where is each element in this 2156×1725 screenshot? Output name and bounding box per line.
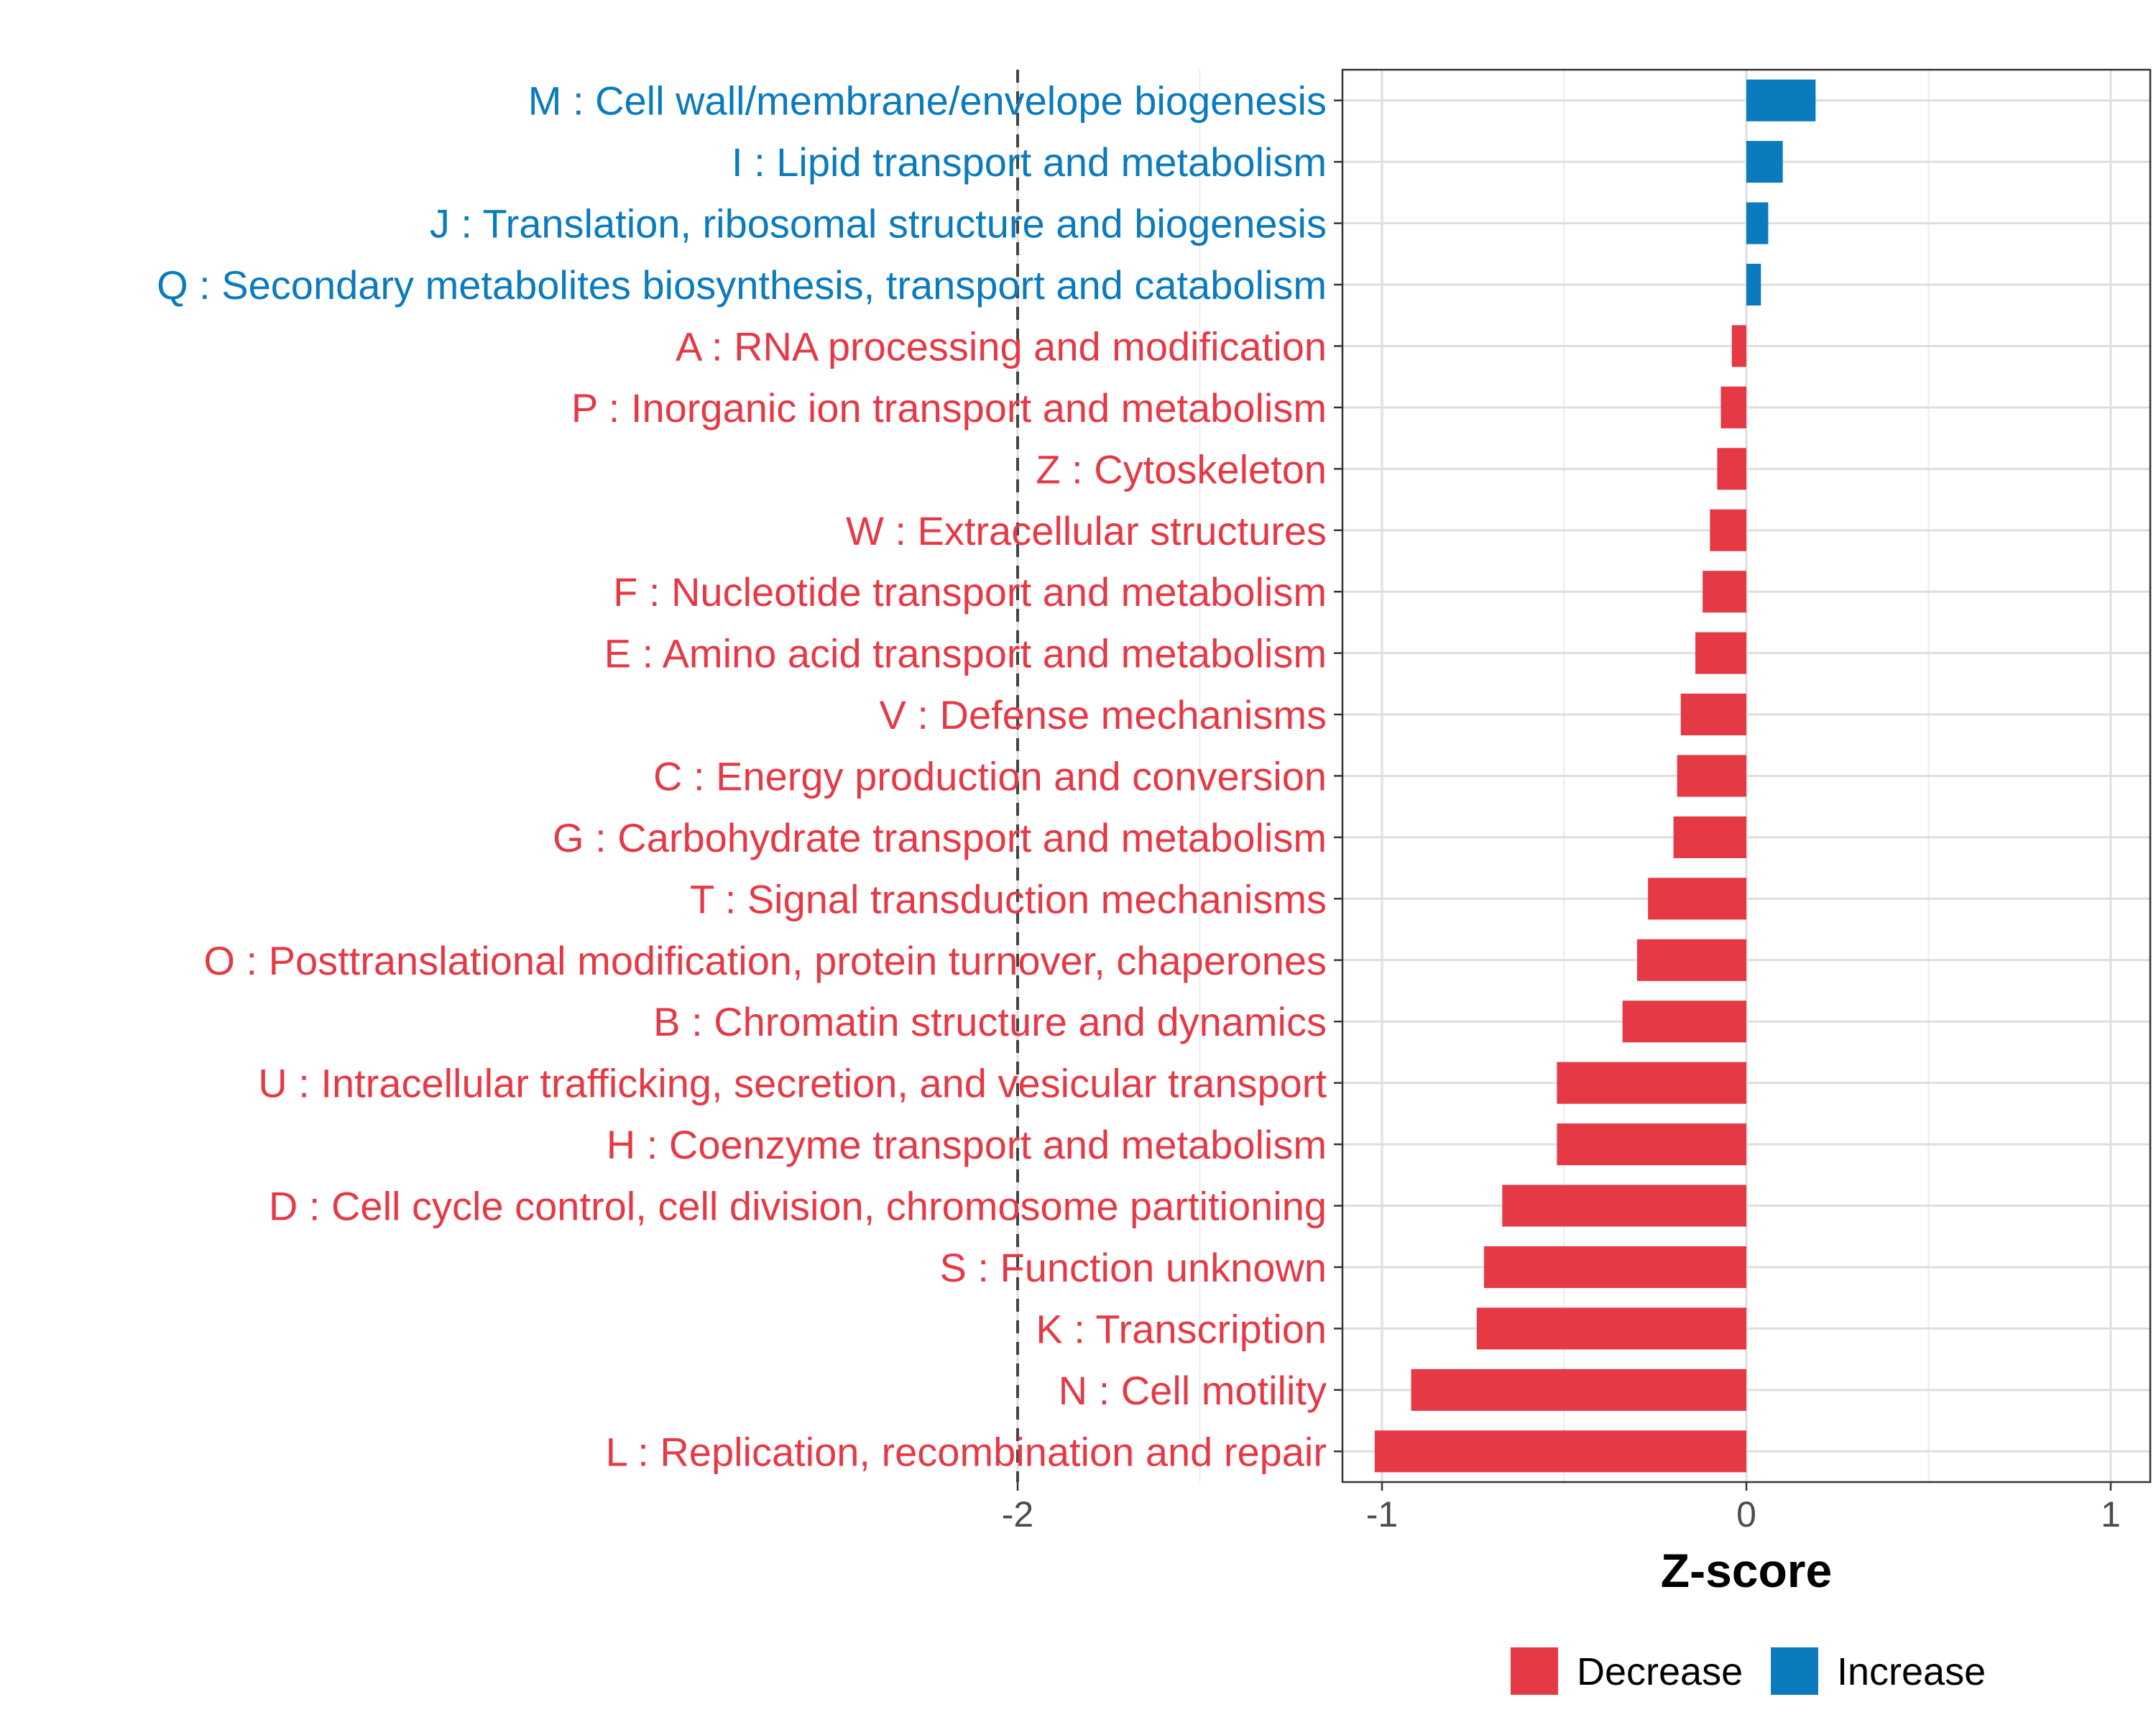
- category-label: J : Translation, ribosomal structure and…: [430, 201, 1327, 247]
- bar: [1374, 1430, 1746, 1473]
- bar: [1717, 448, 1746, 490]
- category-label: V : Defense mechanisms: [880, 692, 1327, 737]
- y-ticks: [1334, 99, 1342, 1453]
- bar: [1710, 509, 1746, 551]
- category-label: D : Cell cycle control, cell division, c…: [269, 1184, 1327, 1229]
- category-label: L : Replication, recombination and repai…: [606, 1429, 1327, 1474]
- bar: [1746, 202, 1769, 244]
- category-label: F : Nucleotide transport and metabolism: [613, 569, 1327, 615]
- bar: [1703, 571, 1746, 613]
- bar: [1746, 263, 1761, 306]
- category-label: O : Posttranslational modification, prot…: [203, 938, 1327, 983]
- x-labels: -2-1012: [1002, 1494, 2121, 1535]
- legend: Decrease Increase: [1511, 1647, 1986, 1695]
- x-tick-label: 0: [1736, 1494, 1756, 1535]
- bar: [1557, 1123, 1746, 1166]
- category-label: M : Cell wall/membrane/envelope biogenes…: [528, 78, 1327, 124]
- category-label: H : Coenzyme transport and metabolism: [607, 1122, 1327, 1167]
- category-label: P : Inorganic ion transport and metaboli…: [571, 385, 1327, 431]
- category-label: I : Lipid transport and metabolism: [732, 139, 1327, 185]
- x-tick-label: -1: [1366, 1494, 1398, 1535]
- category-label: C : Energy production and conversion: [653, 754, 1327, 799]
- category-label: T : Signal transduction mechanisms: [690, 876, 1327, 921]
- bar: [1673, 816, 1746, 858]
- x-tick-label: -2: [1002, 1494, 1033, 1535]
- bar: [1622, 1000, 1746, 1043]
- bar: [1731, 325, 1746, 367]
- bar: [1557, 1062, 1746, 1104]
- reference-lines: [1016, 70, 1019, 1482]
- y-labels: M : Cell wall/membrane/envelope biogenes…: [157, 78, 1327, 1475]
- category-label: A : RNA processing and modification: [676, 323, 1327, 369]
- category-label: G : Carbohydrate transport and metabolis…: [553, 815, 1327, 860]
- bar: [1636, 939, 1746, 981]
- legend-label: Increase: [1837, 1650, 1986, 1693]
- bar: [1746, 79, 1816, 121]
- bar: [1476, 1307, 1746, 1350]
- bar: [1746, 141, 1783, 183]
- category-label: Z : Cytoskeleton: [1036, 446, 1327, 492]
- category-label: U : Intracellular trafficking, secretion…: [258, 1061, 1327, 1106]
- x-ticks: [1016, 1482, 2112, 1491]
- category-label: Q : Secondary metabolites biosynthesis, …: [157, 262, 1327, 308]
- bars: [1374, 79, 1816, 1473]
- bar: [1680, 694, 1746, 736]
- category-label: B : Chromatin structure and dynamics: [653, 999, 1327, 1044]
- bar: [1677, 755, 1746, 797]
- legend-label: Decrease: [1577, 1650, 1743, 1693]
- legend-swatch: [1511, 1647, 1558, 1695]
- bar: [1411, 1368, 1746, 1411]
- category-label: K : Transcription: [1036, 1306, 1327, 1351]
- bar: [1648, 878, 1746, 920]
- x-tick-label: 1: [2101, 1494, 2121, 1535]
- legend-swatch: [1771, 1647, 1818, 1695]
- bar: [1502, 1184, 1746, 1227]
- x-axis-title: Z-score: [1661, 1544, 1832, 1597]
- category-label: W : Extracellular structures: [846, 508, 1327, 553]
- bar: [1720, 386, 1746, 428]
- bar: [1483, 1246, 1746, 1289]
- bar: [1695, 632, 1746, 674]
- category-label: N : Cell motility: [1059, 1368, 1327, 1413]
- category-label: E : Amino acid transport and metabolism: [604, 631, 1327, 676]
- category-label: S : Function unknown: [939, 1245, 1327, 1290]
